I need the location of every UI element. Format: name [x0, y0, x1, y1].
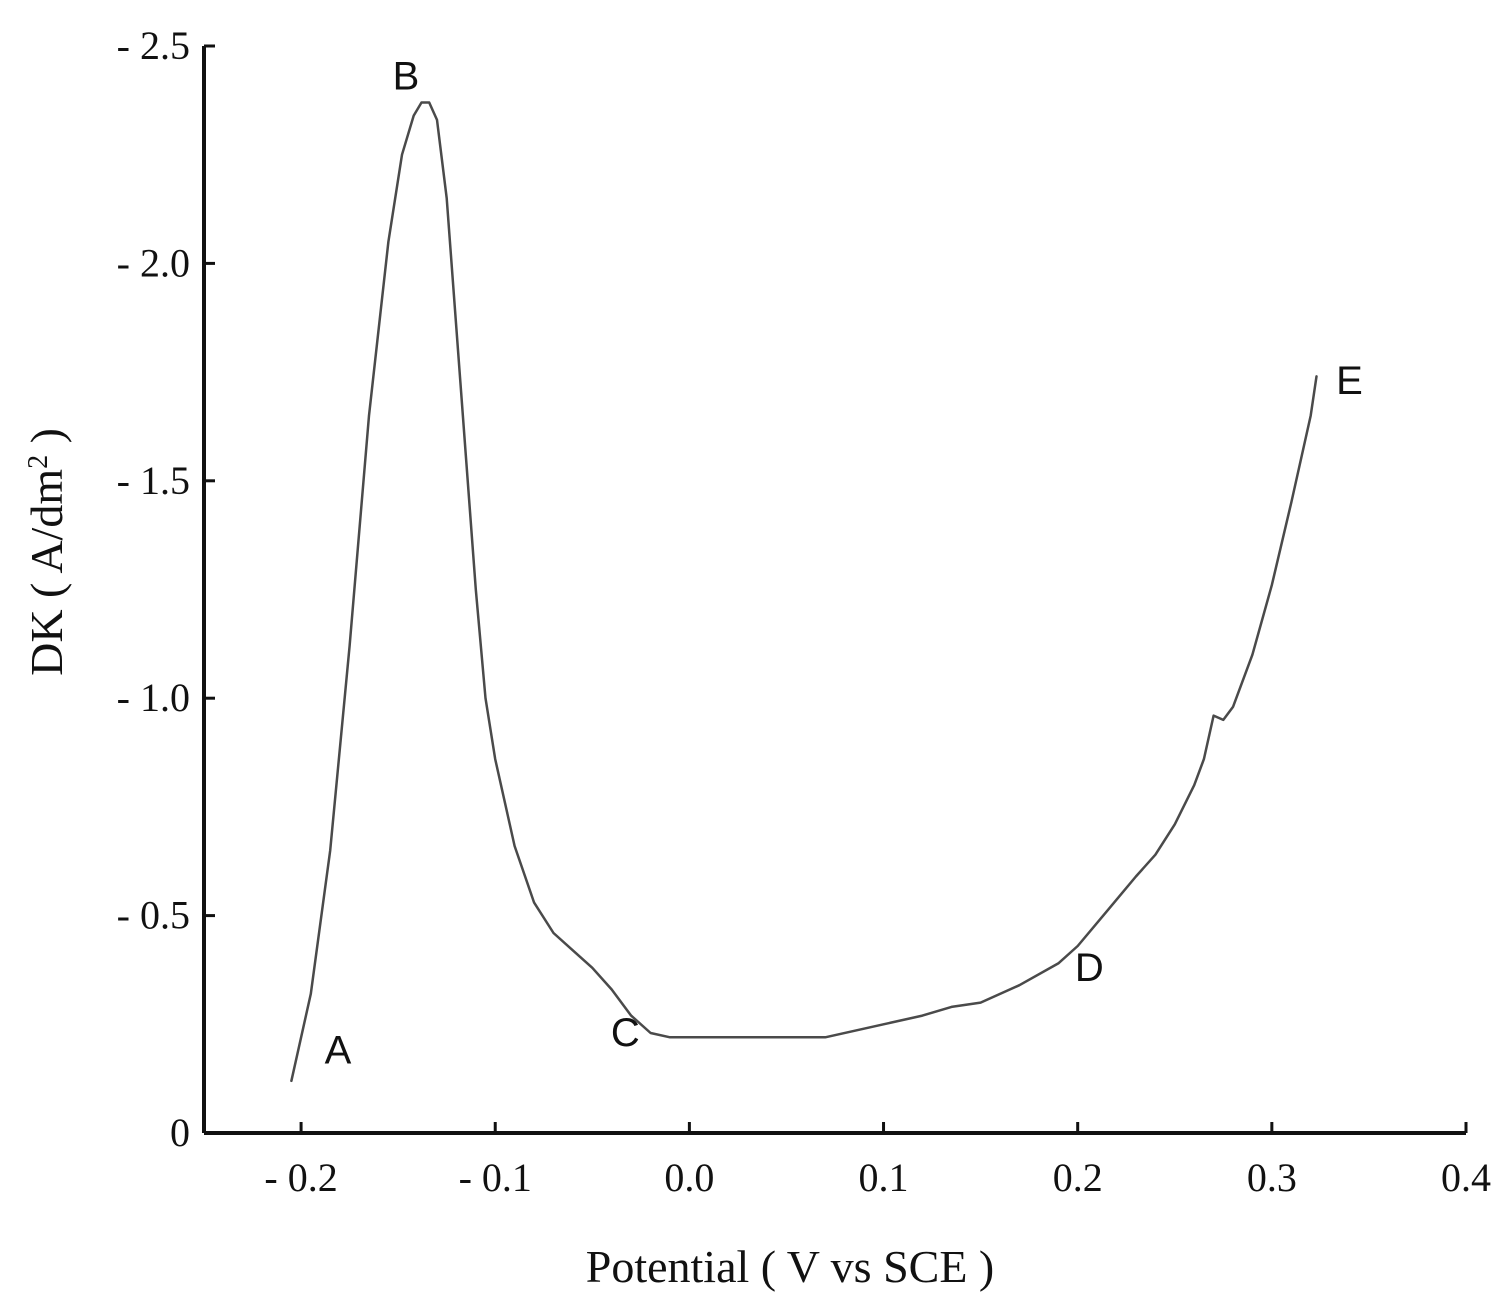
y-axis-title-suffix: ): [21, 428, 72, 455]
y-tick-label: - 0.5: [117, 893, 190, 938]
x-axis-title: Potential ( V vs SCE ): [586, 1241, 995, 1292]
point-label-a: A: [325, 1028, 352, 1072]
x-tick-label: - 0.2: [264, 1155, 337, 1200]
point-label-d: D: [1075, 946, 1104, 990]
x-tick-label: 0.4: [1441, 1155, 1491, 1200]
series-line-0: [290, 101, 1318, 1083]
y-axis-title-main: DK ( A/dm: [21, 469, 72, 676]
x-tick-label: 0.0: [664, 1155, 714, 1200]
y-axis-title-superscript: 2: [23, 455, 54, 469]
y-tick-label: 0: [170, 1110, 190, 1155]
x-tick-label: 0.1: [859, 1155, 909, 1200]
y-tick-label: - 1.0: [117, 675, 190, 720]
series: [290, 101, 1318, 1083]
x-tick-label: - 0.1: [459, 1155, 532, 1200]
x-tick-label: 0.3: [1247, 1155, 1297, 1200]
annotations: A B C D E: [325, 54, 1363, 1072]
ticks: - 0.2 - 0.1 0.0 0.1 0.2 0.3 0.4 0 - 0.5 - 1.0 - 1.…: [117, 23, 1491, 1200]
y-tick-label: - 2.5: [117, 23, 190, 68]
point-label-c: C: [611, 1011, 640, 1055]
y-tick-label: - 2.0: [117, 240, 190, 285]
axes: [202, 46, 1466, 1135]
point-label-b: B: [393, 54, 420, 98]
y-axis-title: DK ( A/dm2 ): [21, 428, 72, 676]
point-label-e: E: [1336, 359, 1363, 403]
x-tick-label: 0.2: [1053, 1155, 1103, 1200]
y-tick-label: - 1.5: [117, 458, 190, 503]
